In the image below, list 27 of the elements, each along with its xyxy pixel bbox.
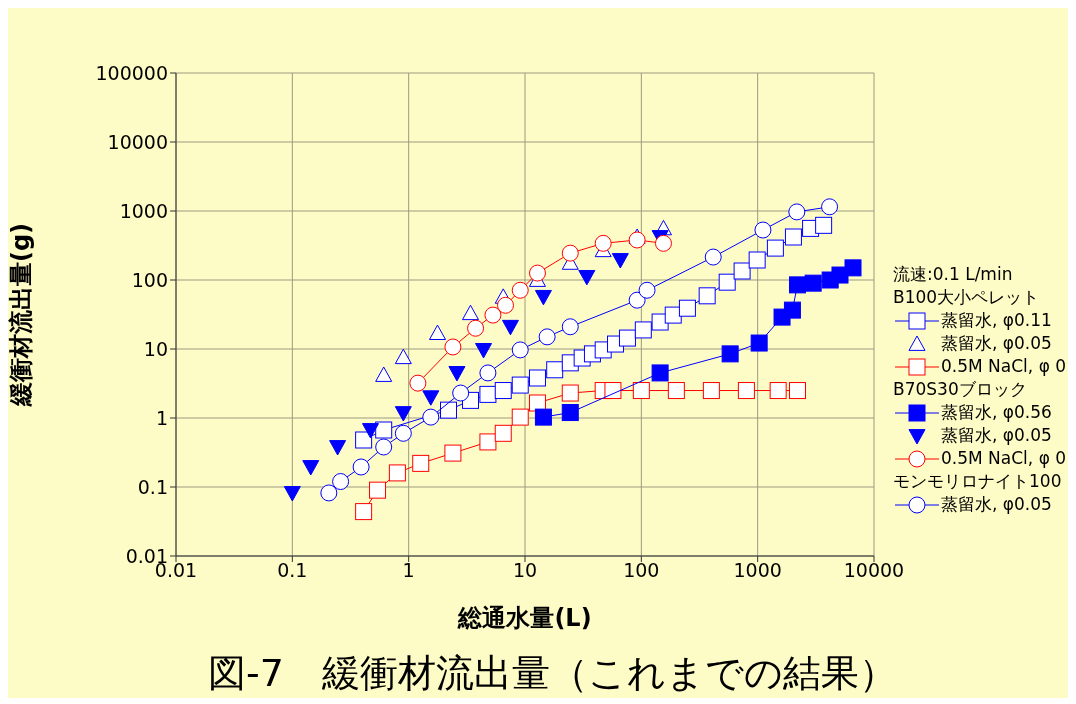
text: B70S30ブロック (893, 378, 1028, 401)
legend-label: 蒸留水, φ0.05 (941, 332, 1052, 355)
legend-label: 蒸留水, φ0.11 (941, 309, 1052, 332)
legend-label: 0.5M NaCl, φ 0 (941, 447, 1067, 470)
y-axis-title: 緩衝材流出量(g) (6, 222, 35, 408)
legend-label: 蒸留水, φ0.05 (941, 493, 1052, 516)
y-tick-label: 0.1 (137, 475, 168, 498)
x-tick-label: 1 (402, 559, 415, 582)
y-tick-label: 10000 (107, 130, 168, 153)
x-tick-label: 10 (512, 559, 538, 582)
x-tick-label: 0.1 (277, 559, 308, 582)
text: モンモリロナイト100 (893, 470, 1063, 493)
text: 図-7 緩衝材流出量（これまでの結果） (208, 650, 897, 697)
x-tick-label: 10000 (843, 559, 905, 582)
x-tick-label: 1000 (733, 559, 782, 582)
y-tick-label: 100 (131, 268, 168, 291)
y-tick-label: 1000 (119, 199, 168, 222)
legend-label: 0.5M NaCl, φ 0 (941, 355, 1067, 378)
y-tick-label: 10 (143, 337, 168, 360)
x-tick-label: 100 (623, 559, 660, 582)
legend-label: 蒸留水, φ0.05 (941, 424, 1052, 447)
legend-title: 流速:0.1 L/min (893, 263, 1014, 286)
y-tick-label: 1 (155, 406, 168, 429)
x-axis-title: 総通水量(L) (457, 604, 592, 632)
text: B100大小ペレット (893, 286, 1041, 309)
y-tick-label: 100000 (95, 61, 168, 84)
legend-label: 蒸留水, φ0.56 (941, 401, 1052, 424)
